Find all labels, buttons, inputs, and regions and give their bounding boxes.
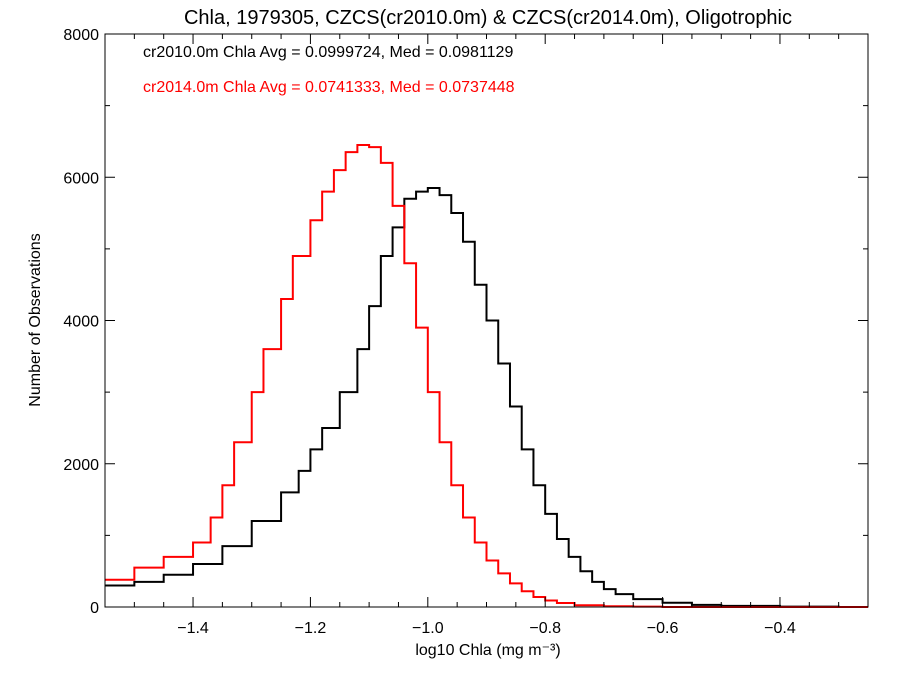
axes-layer: −1.4 −1.2 −1.0 −0.8 −0.6 −0.4 0 2000 4000 6000 800… (63, 27, 868, 637)
x-tick-label: −0.8 (529, 620, 561, 637)
x-axis-title: log10 Chla (mg m⁻³) (415, 642, 560, 659)
series-line-0 (105, 186, 868, 608)
x-tick-label: −0.4 (764, 620, 796, 637)
y-tick-label: 4000 (63, 314, 99, 331)
x-tick-label: −1.4 (177, 620, 209, 637)
series-layer (105, 144, 868, 608)
x-tick-label: −0.6 (647, 620, 679, 637)
annotation-cr2014: cr2014.0m Chla Avg = 0.0741333, Med = 0.… (143, 79, 515, 96)
y-tick-label: 6000 (63, 170, 99, 187)
y-axis-title: Number of Observations (27, 233, 44, 406)
y-tick-label: 8000 (63, 27, 99, 44)
annotation-cr2010: cr2010.0m Chla Avg = 0.0999724, Med = 0.… (143, 44, 513, 61)
y-tick-label: 0 (90, 600, 99, 617)
y-tick-label: 2000 (63, 457, 99, 474)
x-tick-label: −1.2 (295, 620, 327, 637)
series-line-1 (105, 144, 868, 608)
x-tick-label: −1.0 (412, 620, 444, 637)
chart-title: Chla, 1979305, CZCS(cr2010.0m) & CZCS(cr… (184, 7, 792, 29)
